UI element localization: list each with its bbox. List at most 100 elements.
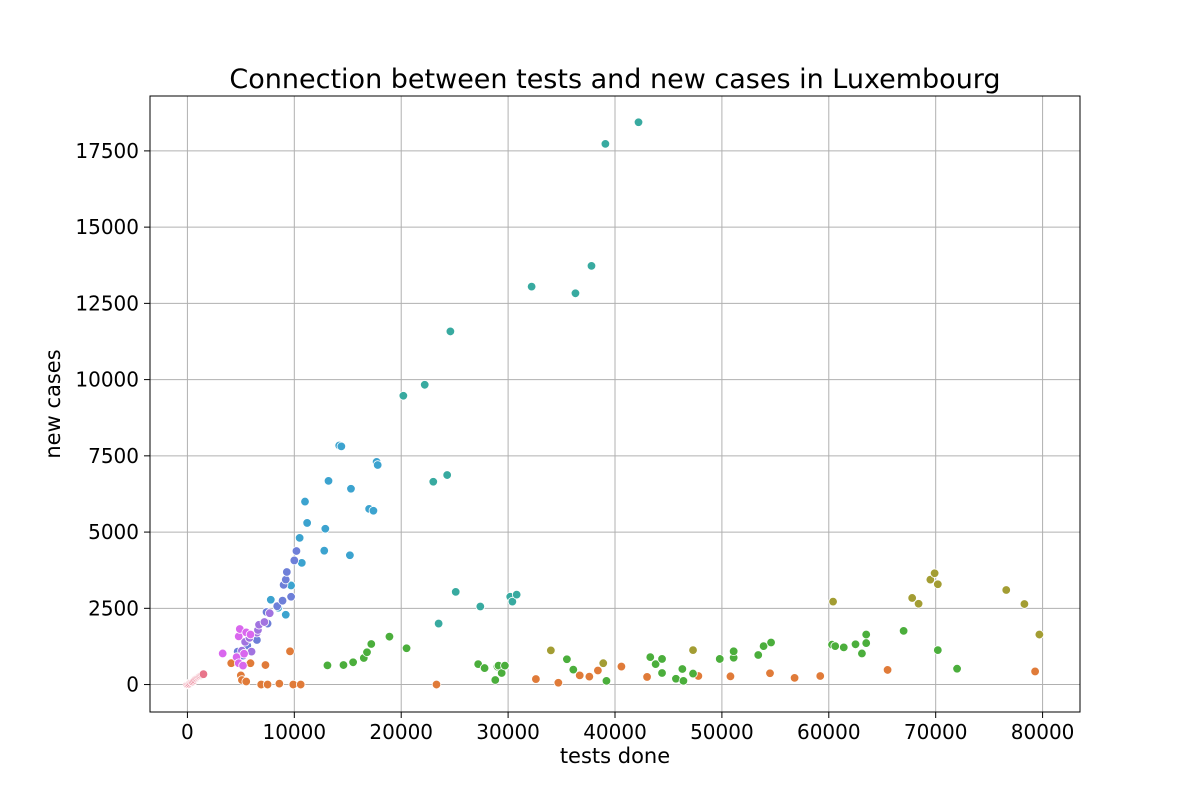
grid-lines	[150, 96, 1080, 712]
data-point	[346, 484, 356, 494]
data-point	[259, 617, 270, 627]
x-tick-label: 70000	[904, 720, 968, 744]
data-point	[568, 664, 579, 675]
data-point	[260, 660, 271, 670]
data-point	[789, 673, 800, 683]
data-point	[526, 281, 537, 292]
data-point	[933, 645, 943, 655]
data-point	[238, 660, 248, 671]
data-point	[401, 643, 412, 653]
data-point	[642, 672, 652, 682]
data-point	[1019, 599, 1030, 609]
data-point	[323, 476, 334, 486]
data-point	[428, 477, 438, 487]
data-point	[766, 637, 776, 648]
x-tick-label: 60000	[797, 720, 861, 744]
data-point	[593, 665, 603, 676]
data-point	[433, 618, 444, 629]
data-point	[725, 671, 736, 682]
data-point	[857, 648, 867, 659]
data-point	[531, 674, 541, 684]
data-point	[907, 593, 917, 603]
data-point	[294, 533, 305, 543]
data-point	[645, 652, 655, 662]
y-tick-label: 7500	[88, 444, 139, 468]
data-point	[398, 391, 409, 401]
data-point	[715, 654, 725, 664]
data-point	[586, 261, 597, 271]
data-point	[562, 654, 572, 664]
data-point	[882, 665, 893, 675]
data-point	[1001, 585, 1011, 595]
data-point	[861, 638, 871, 648]
data-point	[850, 639, 861, 650]
x-tick-label: 30000	[476, 720, 540, 744]
y-axis-ticks: 0 2500 5000 7500 10000 12500 15000 17500	[75, 139, 150, 697]
data-point	[262, 679, 273, 690]
data-point	[952, 663, 962, 674]
data-point	[338, 660, 349, 670]
data-point	[366, 639, 376, 649]
data-point	[584, 671, 595, 682]
data-point	[281, 610, 291, 620]
x-tick-label: 20000	[369, 720, 433, 744]
data-point	[601, 676, 612, 686]
point-series-1	[226, 646, 1040, 690]
data-point	[830, 641, 840, 651]
point-series-5	[266, 440, 383, 620]
data-point	[445, 326, 456, 337]
point-series-0	[182, 669, 209, 690]
data-points	[182, 117, 1045, 690]
data-point	[241, 676, 251, 687]
data-point	[285, 646, 295, 657]
data-point	[281, 574, 291, 585]
y-tick-label: 2500	[88, 596, 139, 620]
chart-title: Connection between tests and new cases i…	[229, 64, 1000, 95]
data-point	[616, 661, 627, 672]
data-point	[217, 648, 228, 659]
x-tick-label: 0	[181, 720, 194, 744]
data-point	[728, 646, 739, 657]
data-point	[575, 670, 585, 681]
data-point	[677, 664, 688, 674]
point-series-4	[398, 117, 644, 629]
data-point	[384, 631, 395, 642]
data-point	[657, 668, 667, 678]
data-point	[442, 470, 452, 480]
data-point	[633, 117, 644, 127]
data-point	[245, 629, 256, 640]
data-point	[291, 546, 302, 556]
data-point	[336, 441, 347, 452]
data-point	[913, 599, 924, 609]
data-point	[688, 668, 698, 679]
y-tick-label: 12500	[75, 291, 139, 315]
data-point	[753, 650, 763, 660]
data-point	[302, 518, 312, 528]
data-point	[657, 654, 667, 664]
data-point	[898, 626, 909, 636]
data-point	[570, 288, 581, 299]
data-point	[368, 506, 379, 516]
data-point	[296, 679, 306, 690]
data-point	[266, 595, 276, 605]
data-point	[553, 678, 564, 688]
data-point	[239, 649, 249, 659]
x-tick-label: 40000	[583, 720, 647, 744]
data-point	[1030, 666, 1040, 677]
data-point	[322, 660, 333, 671]
data-point	[650, 659, 661, 669]
data-point	[319, 545, 329, 556]
data-point	[598, 658, 608, 668]
data-point	[431, 679, 442, 690]
data-point	[286, 592, 296, 602]
data-point	[372, 460, 383, 470]
x-tick-label: 80000	[1011, 720, 1075, 744]
data-point	[765, 668, 775, 678]
data-point	[282, 567, 292, 577]
data-point	[507, 596, 518, 607]
y-tick-label: 5000	[88, 520, 139, 544]
data-point	[678, 676, 689, 686]
data-point	[265, 608, 275, 618]
